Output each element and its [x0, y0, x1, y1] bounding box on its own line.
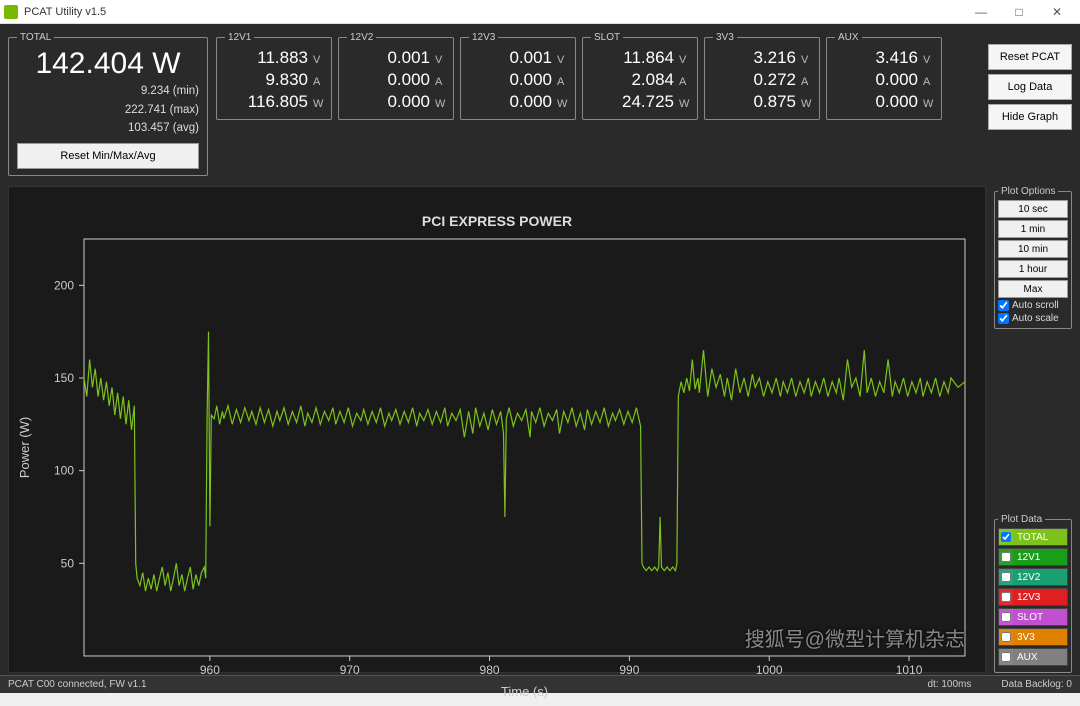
plotdata-aux[interactable]: AUX: [998, 648, 1068, 666]
timerange-1-hour-button[interactable]: 1 hour: [998, 260, 1068, 278]
channel-12v3: 12V3 0.001V 0.000A 0.000W: [460, 32, 576, 120]
channel-power: 24.725W: [591, 91, 689, 113]
channel-current: 0.000A: [469, 69, 567, 91]
plot-data-box: Plot Data TOTAL 12V1 12V2 12V3 SLOT 3V3 AUX: [994, 514, 1072, 673]
svg-text:150: 150: [54, 371, 74, 385]
channel-power: 0.875W: [713, 91, 811, 113]
plotdata-12v1[interactable]: 12V1: [998, 548, 1068, 566]
channel-slot: SLOT 11.864V 2.084A 24.725W: [582, 32, 698, 120]
channel-12v1: 12V1 11.883V 9.830A 116.805W: [216, 32, 332, 120]
maximize-button[interactable]: □: [1000, 0, 1038, 24]
channel-current: 0.272A: [713, 69, 811, 91]
plotdata-12v3[interactable]: 12V3: [998, 588, 1068, 606]
svg-text:1000: 1000: [756, 663, 783, 677]
channel-12v2: 12V2 0.001V 0.000A 0.000W: [338, 32, 454, 120]
channel-legend: 12V3: [469, 32, 498, 43]
plot-options-legend: Plot Options: [998, 186, 1058, 197]
minimize-button[interactable]: —: [962, 0, 1000, 24]
log-data-button[interactable]: Log Data: [988, 74, 1072, 100]
metrics-strip: TOTAL 142.404 W 9.234 (min) 222.741 (max…: [0, 24, 1080, 182]
channel-3v3: 3V3 3.216V 0.272A 0.875W: [704, 32, 820, 120]
channel-power: 0.000W: [835, 91, 933, 113]
svg-text:990: 990: [619, 663, 639, 677]
channel-voltage: 3.216V: [713, 47, 811, 69]
hide-graph-button[interactable]: Hide Graph: [988, 104, 1072, 130]
timerange-10-sec-button[interactable]: 10 sec: [998, 200, 1068, 218]
plot-data-legend: Plot Data: [998, 514, 1045, 525]
reset-pcat-button[interactable]: Reset PCAT: [988, 44, 1072, 70]
svg-text:Power (W): Power (W): [17, 417, 32, 478]
channel-legend: SLOT: [591, 32, 623, 43]
plotdata-3v3[interactable]: 3V3: [998, 628, 1068, 646]
channel-voltage: 11.864V: [591, 47, 689, 69]
total-value: 142.404 W: [17, 47, 199, 81]
channel-voltage: 0.001V: [469, 47, 567, 69]
svg-text:970: 970: [340, 663, 360, 677]
power-chart: 50 100 150 200 960 970 980 990 1000 1010 Time (s) P…: [9, 229, 985, 706]
svg-text:980: 980: [480, 663, 500, 677]
close-button[interactable]: ✕: [1038, 0, 1076, 24]
channel-legend: 12V2: [347, 32, 376, 43]
window-title: PCAT Utility v1.5: [24, 6, 962, 18]
auto-scale-checkbox[interactable]: Auto scale: [998, 313, 1068, 324]
total-legend: TOTAL: [17, 32, 54, 43]
channel-power: 0.000W: [347, 91, 445, 113]
channel-voltage: 3.416V: [835, 47, 933, 69]
total-avg: 103.457 (avg): [17, 120, 199, 137]
total-min: 9.234 (min): [17, 83, 199, 100]
plotdata-slot[interactable]: SLOT: [998, 608, 1068, 626]
channel-legend: AUX: [835, 32, 862, 43]
svg-text:Time (s): Time (s): [501, 684, 548, 699]
reset-minmaxavg-button[interactable]: Reset Min/Max/Avg: [17, 143, 199, 169]
channel-power: 0.000W: [469, 91, 567, 113]
status-backlog: Data Backlog: 0: [1001, 679, 1072, 690]
channel-voltage: 0.001V: [347, 47, 445, 69]
window-titlebar: PCAT Utility v1.5 — □ ✕: [0, 0, 1080, 24]
total-box: TOTAL 142.404 W 9.234 (min) 222.741 (max…: [8, 32, 208, 176]
channel-legend: 3V3: [713, 32, 737, 43]
channel-current: 0.000A: [835, 69, 933, 91]
channel-power: 116.805W: [225, 91, 323, 113]
total-max: 222.741 (max): [17, 102, 199, 119]
chart-area: PCI EXPRESS POWER 5010015020096097098099…: [8, 186, 986, 673]
channel-aux: AUX 3.416V 0.000A 0.000W: [826, 32, 942, 120]
timerange-max-button[interactable]: Max: [998, 280, 1068, 298]
svg-text:200: 200: [54, 278, 74, 292]
plotdata-12v2[interactable]: 12V2: [998, 568, 1068, 586]
svg-text:1010: 1010: [896, 663, 923, 677]
svg-text:960: 960: [200, 663, 220, 677]
app-icon: [4, 5, 18, 19]
timerange-1-min-button[interactable]: 1 min: [998, 220, 1068, 238]
channel-voltage: 11.883V: [225, 47, 323, 69]
auto-scroll-checkbox[interactable]: Auto scroll: [998, 300, 1068, 311]
plotdata-total[interactable]: TOTAL: [998, 528, 1068, 546]
plot-options-box: Plot Options 10 sec1 min10 min1 hourMax …: [994, 186, 1072, 329]
channel-current: 2.084A: [591, 69, 689, 91]
channel-current: 0.000A: [347, 69, 445, 91]
timerange-10-min-button[interactable]: 10 min: [998, 240, 1068, 258]
chart-title: PCI EXPRESS POWER: [9, 187, 985, 229]
svg-text:50: 50: [61, 556, 75, 570]
svg-text:100: 100: [54, 464, 74, 478]
channel-current: 9.830A: [225, 69, 323, 91]
channel-legend: 12V1: [225, 32, 254, 43]
